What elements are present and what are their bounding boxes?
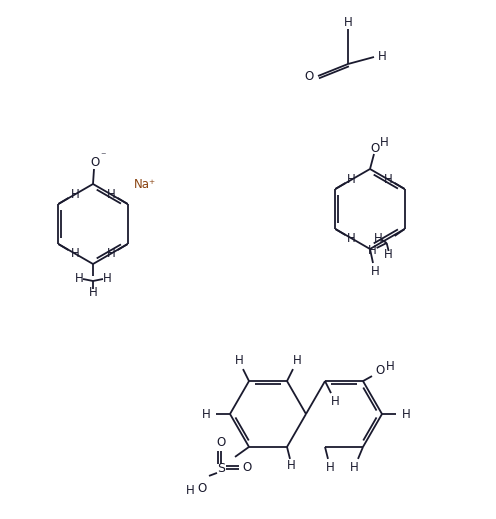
Text: H: H: [202, 407, 211, 420]
Text: H: H: [368, 244, 377, 257]
Text: S: S: [217, 462, 225, 475]
Text: H: H: [235, 354, 243, 367]
Text: H: H: [107, 248, 116, 261]
Text: H: H: [107, 187, 116, 201]
Text: Na⁺: Na⁺: [134, 177, 156, 190]
Text: ⁻: ⁻: [100, 151, 106, 161]
Text: H: H: [293, 354, 302, 367]
Text: H: H: [331, 395, 340, 408]
Text: H: H: [401, 407, 410, 420]
Text: O: O: [216, 436, 226, 449]
Text: H: H: [287, 459, 296, 472]
Text: H: H: [384, 249, 393, 262]
Text: H: H: [374, 231, 383, 244]
Text: H: H: [344, 16, 352, 29]
Text: O: O: [197, 482, 207, 496]
Text: H: H: [350, 461, 359, 474]
Text: H: H: [347, 173, 356, 186]
Text: O: O: [243, 461, 251, 474]
Text: H: H: [326, 461, 334, 474]
Text: H: H: [377, 50, 386, 63]
Text: H: H: [103, 272, 112, 285]
Text: O: O: [375, 364, 384, 377]
Text: H: H: [385, 360, 394, 373]
Text: H: H: [70, 187, 79, 201]
Text: H: H: [70, 248, 79, 261]
Text: H: H: [384, 173, 393, 186]
Text: H: H: [347, 232, 356, 245]
Text: O: O: [371, 142, 379, 155]
Text: H: H: [186, 484, 194, 497]
Text: H: H: [89, 286, 97, 299]
Text: H: H: [371, 265, 379, 278]
Text: O: O: [90, 156, 100, 169]
Text: O: O: [305, 71, 313, 84]
Text: H: H: [74, 272, 83, 285]
Text: H: H: [379, 136, 388, 149]
